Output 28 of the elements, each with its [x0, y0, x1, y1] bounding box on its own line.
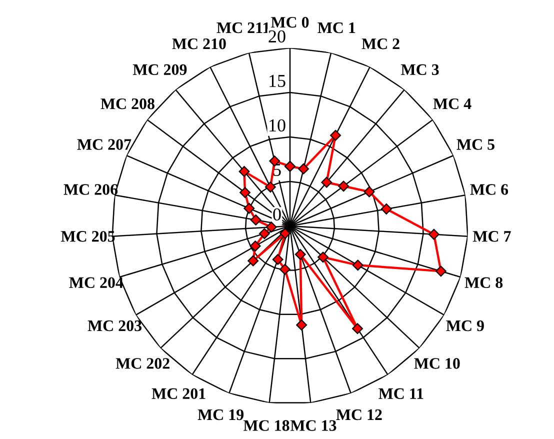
y-tick-label: 10 [270, 119, 286, 132]
spoke-label: MC 13 [290, 420, 336, 431]
spoke-label: MC 207 [77, 139, 132, 150]
spoke-label: MC 18 [244, 420, 290, 431]
spoke-label: MC 208 [100, 98, 154, 110]
spoke-label: MC 0 [270, 16, 309, 28]
y-tick-label: 20 [268, 30, 286, 43]
spoke-label: MC 2 [362, 38, 400, 50]
spoke-label: MC 5 [456, 139, 494, 150]
spoke-label: MC 209 [132, 64, 187, 76]
spoke-label: MC 12 [336, 409, 382, 420]
spoke-label: MC 202 [116, 358, 170, 369]
spoke-label: MC 3 [401, 64, 439, 76]
y-tick-label: 15 [270, 74, 286, 88]
spoke-label: MC 7 [472, 231, 511, 242]
spoke-label: MC 19 [198, 409, 244, 420]
spoke-label: MC 11 [378, 388, 424, 400]
spoke-label: MC 8 [464, 277, 503, 288]
y-tick-label: 0 [273, 208, 281, 221]
spoke-label: MC 9 [446, 320, 484, 332]
spoke-label: MC 4 [433, 98, 472, 110]
spoke-label: MC 6 [470, 184, 508, 195]
spoke-label: MC 1 [318, 22, 356, 34]
spoke-label: MC 210 [172, 38, 226, 50]
spoke-label: MC 211 [216, 22, 270, 34]
spoke-label: MC 201 [152, 388, 206, 400]
spoke-label: MC 203 [88, 320, 142, 332]
spoke-label: MC 10 [414, 358, 460, 369]
